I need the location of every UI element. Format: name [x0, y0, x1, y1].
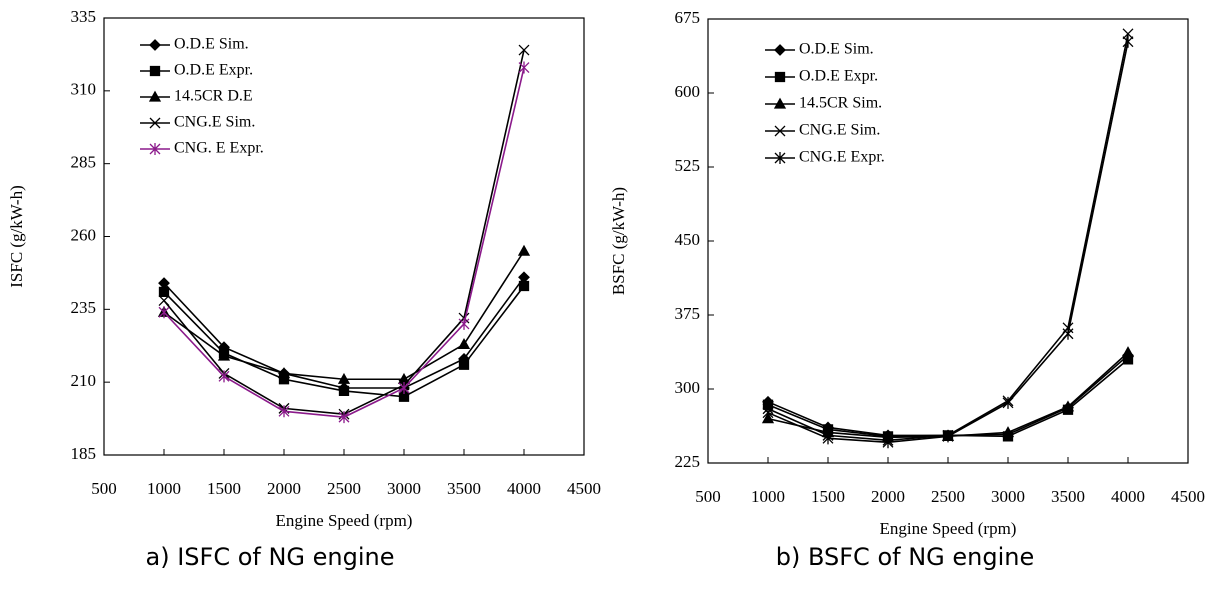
marker: [457, 337, 471, 349]
y-tick-label: 300: [675, 378, 701, 397]
x-tick-label: 3500: [447, 479, 481, 498]
marker: [337, 372, 351, 384]
marker: [158, 286, 170, 298]
y-tick-label: 450: [675, 230, 701, 249]
marker: [1001, 426, 1015, 438]
legend-label: CNG.E Expr.: [799, 149, 885, 166]
x-tick-label: 1500: [207, 479, 241, 498]
marker: [158, 306, 170, 319]
marker: [1062, 327, 1074, 340]
legend-marker: [149, 65, 161, 77]
legend-marker: [148, 90, 162, 102]
x-tick-label: 3000: [387, 479, 421, 498]
legend-label: CNG. E Expr.: [174, 140, 264, 157]
series-line: [163, 250, 525, 381]
x-tick-label: 1500: [811, 487, 845, 506]
x-tick-label: 2000: [267, 479, 301, 498]
marker: [1122, 35, 1134, 48]
plot-frame: [707, 18, 1189, 464]
y-tick-label: 600: [675, 82, 701, 101]
legend-marker: [774, 71, 786, 83]
x-tick-label: 2500: [327, 479, 361, 498]
x-tick-label: 2000: [871, 487, 905, 506]
y-axis-label: BSFC (g/kW-h): [609, 187, 628, 295]
marker: [1061, 400, 1075, 412]
y-tick-label: 335: [71, 7, 97, 26]
legend-label: O.D.E Sim.: [799, 41, 874, 58]
legend-label: O.D.E Expr.: [174, 62, 253, 79]
x-tick-label: 500: [91, 479, 117, 498]
legend-label: O.D.E Expr.: [799, 68, 878, 85]
legend-marker: [149, 117, 161, 129]
legend-label: 14.5CR Sim.: [799, 95, 882, 112]
x-tick-label: 1000: [751, 487, 785, 506]
marker: [338, 385, 350, 397]
legend-label: CNG.E Sim.: [174, 114, 255, 131]
marker: [218, 370, 230, 383]
x-tick-label: 1000: [147, 479, 181, 498]
marker: [277, 367, 291, 379]
legend-label: CNG.E Sim.: [799, 122, 880, 139]
caption: a) ISFC of NG engine: [146, 543, 395, 571]
marker: [762, 406, 774, 419]
caption: b) BSFC of NG engine: [776, 543, 1035, 571]
x-tick-label: 4000: [1111, 487, 1145, 506]
x-axis-label: Engine Speed (rpm): [276, 511, 413, 530]
x-tick-label: 3500: [1051, 487, 1085, 506]
x-tick-label: 4500: [567, 479, 601, 498]
marker: [1122, 28, 1134, 40]
y-tick-label: 260: [71, 225, 97, 244]
y-tick-label: 375: [675, 304, 701, 323]
y-tick-label: 210: [71, 371, 97, 390]
marker: [1002, 396, 1014, 409]
y-tick-label: 675: [675, 8, 701, 27]
legend-marker: [773, 97, 787, 109]
marker: [1121, 346, 1135, 358]
marker: [518, 280, 530, 292]
y-tick-label: 525: [675, 156, 701, 175]
legend-label: O.D.E Sim.: [174, 36, 249, 53]
marker: [822, 432, 834, 445]
legend-marker: [149, 39, 161, 51]
legend-marker: [149, 143, 161, 155]
marker: [458, 317, 470, 330]
marker: [338, 411, 350, 424]
x-tick-label: 4000: [507, 479, 541, 498]
marker: [217, 349, 231, 361]
y-tick-label: 310: [71, 80, 97, 99]
legend-marker: [774, 152, 786, 164]
y-axis-label: ISFC (g/kW-h): [7, 185, 26, 287]
y-tick-label: 285: [71, 153, 97, 172]
marker: [278, 405, 290, 418]
legend-marker: [774, 125, 786, 137]
x-tick-label: 3000: [991, 487, 1025, 506]
marker: [398, 391, 410, 402]
y-tick-label: 185: [71, 444, 97, 463]
y-tick-label: 235: [71, 298, 97, 317]
series-line: [767, 354, 1129, 437]
marker: [398, 381, 410, 394]
legend-marker: [774, 44, 786, 56]
marker: [458, 359, 470, 370]
marker: [518, 61, 530, 74]
marker: [158, 295, 170, 307]
marker: [517, 244, 531, 256]
marker: [882, 436, 894, 449]
marker: [942, 430, 954, 443]
legend-label: 14.5CR D.E: [174, 88, 253, 105]
y-tick-label: 225: [675, 452, 701, 471]
marker: [518, 44, 530, 56]
x-tick-label: 2500: [931, 487, 965, 506]
x-tick-label: 500: [695, 487, 721, 506]
x-axis-label: Engine Speed (rpm): [880, 519, 1017, 538]
x-tick-label: 4500: [1171, 487, 1205, 506]
